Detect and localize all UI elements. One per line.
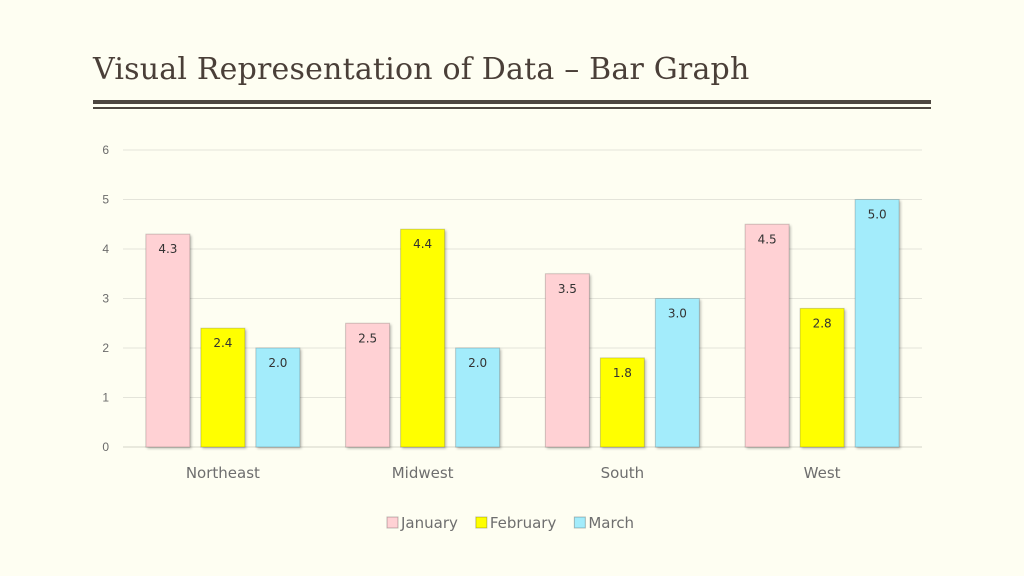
bar-west-january <box>744 223 790 448</box>
bar-west-march <box>854 199 900 448</box>
legend-label: March <box>588 514 634 532</box>
title-rule-thin <box>93 107 931 109</box>
data-label: 2.8 <box>813 316 832 330</box>
y-tick-label: 5 <box>102 193 109 207</box>
legend-item-january: January <box>386 514 458 532</box>
bar-northeast-february <box>200 327 246 448</box>
y-tick-label: 6 <box>102 143 109 157</box>
legend-item-february: February <box>475 514 557 532</box>
bar-midwest-march <box>455 347 501 448</box>
data-label: 3.5 <box>558 282 577 296</box>
legend-swatch <box>475 516 488 529</box>
legend: January February March <box>386 514 634 532</box>
bar-northeast-march <box>255 347 301 448</box>
data-label: 1.8 <box>613 366 632 380</box>
data-label: 2.5 <box>358 331 377 345</box>
bar-south-february <box>599 357 645 448</box>
data-label: 4.4 <box>413 237 432 251</box>
y-axis: 0 1 2 3 4 5 6 <box>102 143 109 454</box>
y-tick-label: 3 <box>102 292 109 306</box>
legend-swatch <box>573 516 586 529</box>
legend-item-march: March <box>573 514 634 532</box>
data-label: 4.3 <box>158 242 177 256</box>
data-label: 3.0 <box>668 307 687 321</box>
bar-midwest-january <box>345 322 391 448</box>
bar-west-february <box>799 307 845 448</box>
y-tick-label: 0 <box>102 440 109 454</box>
x-tick-label: South <box>601 464 645 482</box>
legend-label: January <box>400 514 458 532</box>
data-label: 2.0 <box>268 356 287 370</box>
bar-midwest-february <box>400 228 446 448</box>
page-title: Visual Representation of Data – Bar Grap… <box>93 52 750 87</box>
bars: 4.3 2.4 2.0 2.5 4.4 2.0 3.5 1.8 3.0 4.5 2.8 5.0 <box>145 199 900 448</box>
legend-swatch <box>386 516 399 529</box>
x-tick-label: Northeast <box>186 464 260 482</box>
legend-label: February <box>490 514 557 532</box>
bar-south-january <box>544 273 590 448</box>
y-tick-label: 2 <box>102 341 109 355</box>
x-tick-label: Midwest <box>392 464 454 482</box>
x-tick-label: West <box>804 464 841 482</box>
bar-south-march <box>654 298 700 448</box>
title-rule-thick <box>93 100 931 104</box>
data-label: 2.0 <box>468 356 487 370</box>
data-label: 2.4 <box>213 336 232 350</box>
bar-northeast-january <box>145 233 191 448</box>
y-tick-label: 1 <box>102 391 109 405</box>
data-label: 5.0 <box>868 208 887 222</box>
x-axis: Northeast Midwest South West <box>186 464 841 482</box>
data-label: 4.5 <box>758 232 777 246</box>
y-tick-label: 4 <box>102 242 109 256</box>
